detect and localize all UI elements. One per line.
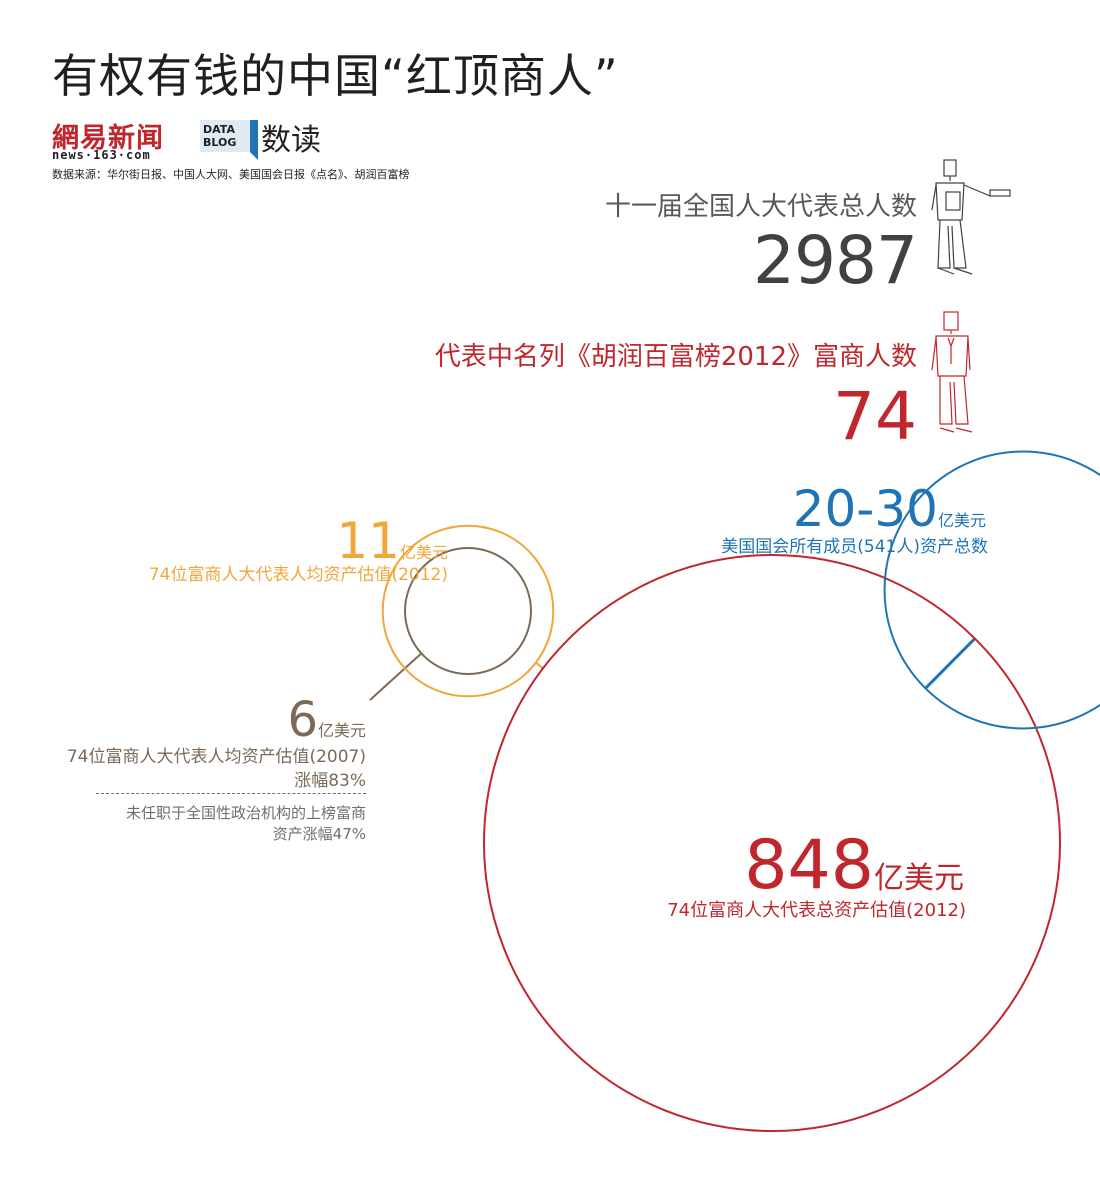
datablog-line2: BLOG [203,136,237,149]
total2012-label: 74位富商人大代表总资产估值(2012) [667,900,966,921]
avg2007-value: 6 [287,692,318,748]
page-title: 有权有钱的中国“红顶商人” [52,49,619,103]
datablog-label: DATA BLOG [203,123,236,149]
us-congress-unit: 亿美元 [937,511,986,530]
datablog-logo-icon [200,120,258,160]
total2012-value: 848 [744,826,874,905]
us-congress-value-group: 20-30亿美元 [793,480,986,538]
non-political-note-line1: 未任职于全国性政治机构的上榜富商 [125,804,366,822]
avg2012-value: 11 [336,512,400,570]
datablog-line1: DATA [203,123,235,136]
netease-news-url: news·163·com [52,148,151,162]
datablog-name: 数读 [261,123,321,158]
us-congress-label: 美国国会所有成员(541人)资产总数 [721,537,988,557]
total-deputies-value: 2987 [753,222,918,299]
connector-avg2012 [535,661,544,670]
rich-deputies-value: 74 [833,378,917,455]
businessman-figure-gray [931,159,1011,275]
divider-dashed [96,793,366,794]
total2012-value-group: 848亿美元 [744,826,964,905]
avg2012-value-group: 11亿美元 [336,512,448,570]
avg2007-value-group: 6亿美元 [287,692,366,748]
avg2007-label: 74位富商人大代表人均资产估值(2007) [66,747,366,767]
avg2007-growth: 涨幅83% [294,771,366,791]
connector-avg2007 [369,652,423,701]
businessman-figure-red [931,311,973,433]
bubble-total2012 [483,554,1061,1132]
total2012-unit: 亿美元 [874,861,964,896]
netease-news-logo: 網易新闻 [52,123,164,154]
connector-us-congress [924,637,976,690]
rich-deputies-label: 代表中名列《胡润百富榜2012》富商人数 [434,342,917,372]
bubble-avg2012 [381,524,555,698]
us-congress-value: 20-30 [792,480,938,538]
data-source: 数据来源：华尔街日报、中国人大网、美国国会日报《点名》、胡润百富榜 [52,168,410,181]
bubble-us-congress [883,450,1100,730]
bubble-avg2007 [404,547,532,675]
non-political-note-line2: 资产涨幅47% [272,825,366,843]
total-deputies-label: 十一届全国人大代表总人数 [604,192,917,222]
avg2007-unit: 亿美元 [317,721,366,740]
avg2012-unit: 亿美元 [399,543,448,562]
avg2012-label: 74位富商人大代表人均资产估值(2012) [148,565,448,585]
